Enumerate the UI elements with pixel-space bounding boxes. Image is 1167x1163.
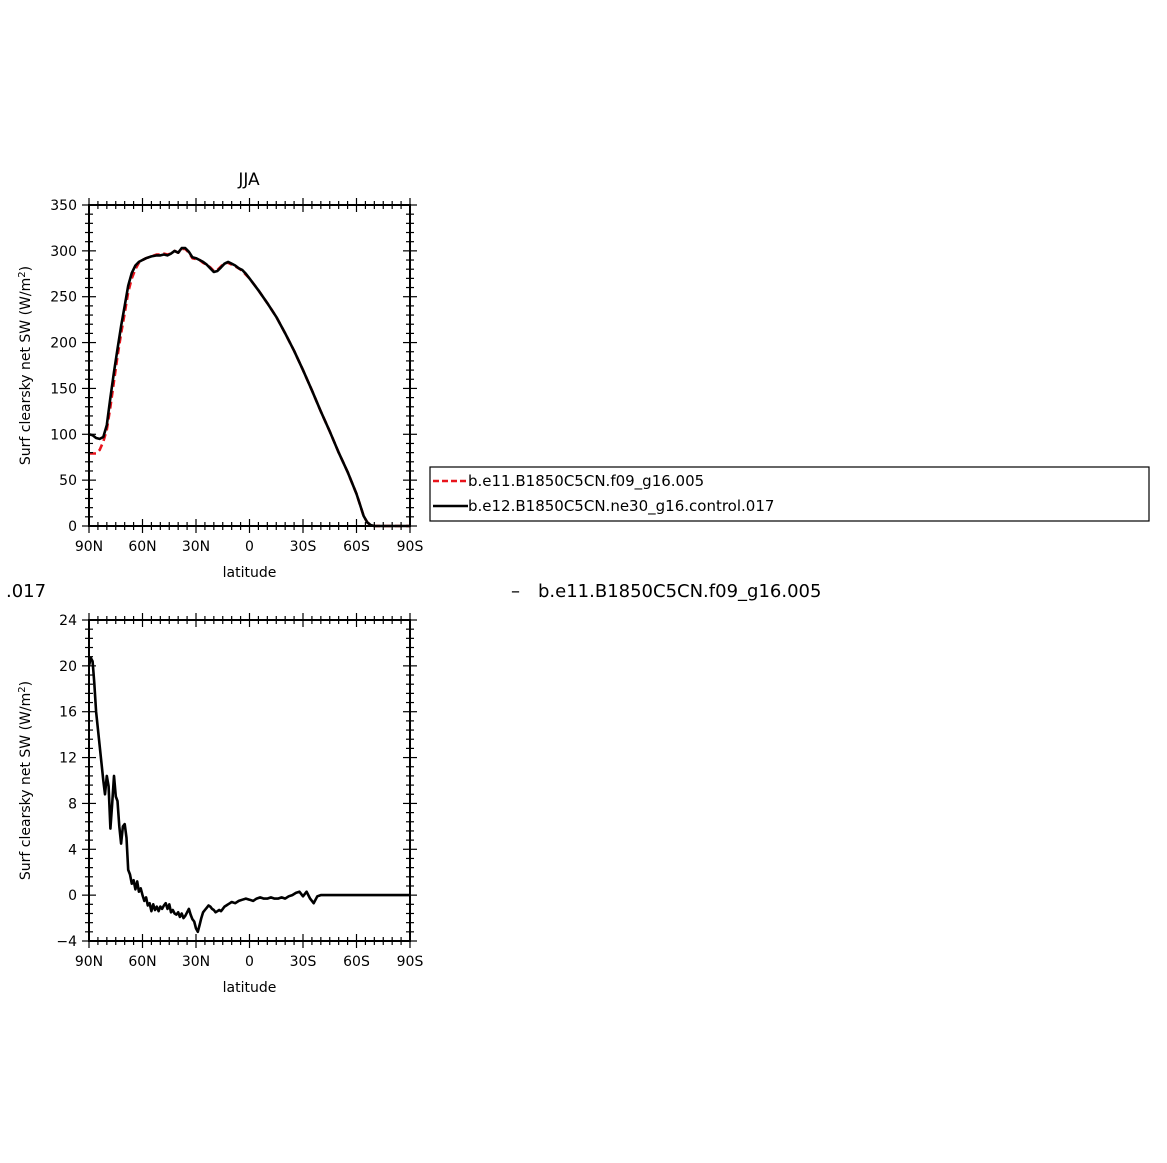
fragment-legend-text: b.e11.B1850C5CN.f09_g16.005 [538,581,821,602]
y-tick-label: 250 [50,290,77,306]
x-tick-label: 0 [245,539,254,555]
y-axis-label: Surf clearsky net SW (W/m2) [17,681,35,880]
x-tick-label: 90S [397,954,424,970]
y-axis-label-main: Surf clearsky net SW (W/m [18,693,34,880]
y-axis-label-sup: 2 [17,271,28,277]
y-tick-label: 350 [50,198,77,214]
x-tick-label: 60S [343,954,370,970]
y-tick-label: 50 [59,473,77,489]
x-tick-label: 0 [245,954,254,970]
y-tick-label: 300 [50,244,77,260]
series-layer [87,656,410,934]
y-axis-label: Surf clearsky net SW (W/m2) [17,266,35,465]
x-axis-label: latitude [223,980,277,996]
x-tick-label: 30S [290,539,317,555]
y-tick-label: 4 [68,842,77,858]
x-tick-label: 30N [182,539,210,555]
panel-top: JJA 90N 60N 30N 0 30S 60S 90S 0 50 100 150 200 250 30… [17,170,424,581]
y-tick-label: 8 [68,796,77,812]
legend-entry-label: b.e11.B1850C5CN.f09_g16.005 [468,472,704,491]
y-axis-label-sup: 2 [17,686,28,692]
plot-frame [88,204,411,527]
y-tick-label: −4 [56,934,77,950]
series-line-1 [88,246,410,528]
series-layer [88,246,410,528]
x-tick-label: 90N [75,954,103,970]
ticks-layer: 90N 60N 30N 0 30S 60S 90S 0 50 100 150 200 250 300 350 [50,198,423,555]
y-tick-label: 0 [68,519,77,535]
legend-frame [429,466,1150,522]
legend: b.e11.B1850C5CN.f09_g16.005 b.e12.B1850C… [429,466,1150,522]
chart-title: JJA [237,170,260,190]
fragment-left-text: .017 [6,581,46,602]
y-tick-label: 200 [50,336,77,352]
y-tick-label: 24 [59,613,77,629]
panel-bottom: 90N 60N 30N 0 30S 60S 90S −4 0 4 8 12 16 20 24 latitud… [17,613,423,996]
x-tick-label: 90S [397,539,424,555]
y-axis-label-close: ) [18,266,34,271]
x-tick-label: 30N [182,954,210,970]
ticks-layer: 90N 60N 30N 0 30S 60S 90S −4 0 4 8 12 16 20 24 [56,613,423,970]
x-tick-label: 60N [128,954,156,970]
y-tick-label: 150 [50,381,77,397]
y-tick-label: 100 [50,427,77,443]
y-axis-label-close: ) [18,681,34,686]
series-line-0 [87,656,410,934]
legend-entry-label: b.e12.B1850C5CN.ne30_g16.control.017 [468,497,774,516]
y-tick-label: 12 [59,751,77,767]
x-tick-label: 60S [343,539,370,555]
fragment-legend-dash: – [511,581,520,602]
x-tick-label: 60N [128,539,156,555]
series-line-0 [89,247,410,528]
y-tick-label: 0 [68,888,77,904]
plot-frame [88,619,411,942]
y-tick-label: 20 [59,659,77,675]
x-tick-label: 30S [290,954,317,970]
x-axis-label: latitude [223,565,277,581]
x-tick-label: 90N [75,539,103,555]
y-tick-label: 16 [59,705,77,721]
y-axis-label-main: Surf clearsky net SW (W/m [18,278,34,465]
